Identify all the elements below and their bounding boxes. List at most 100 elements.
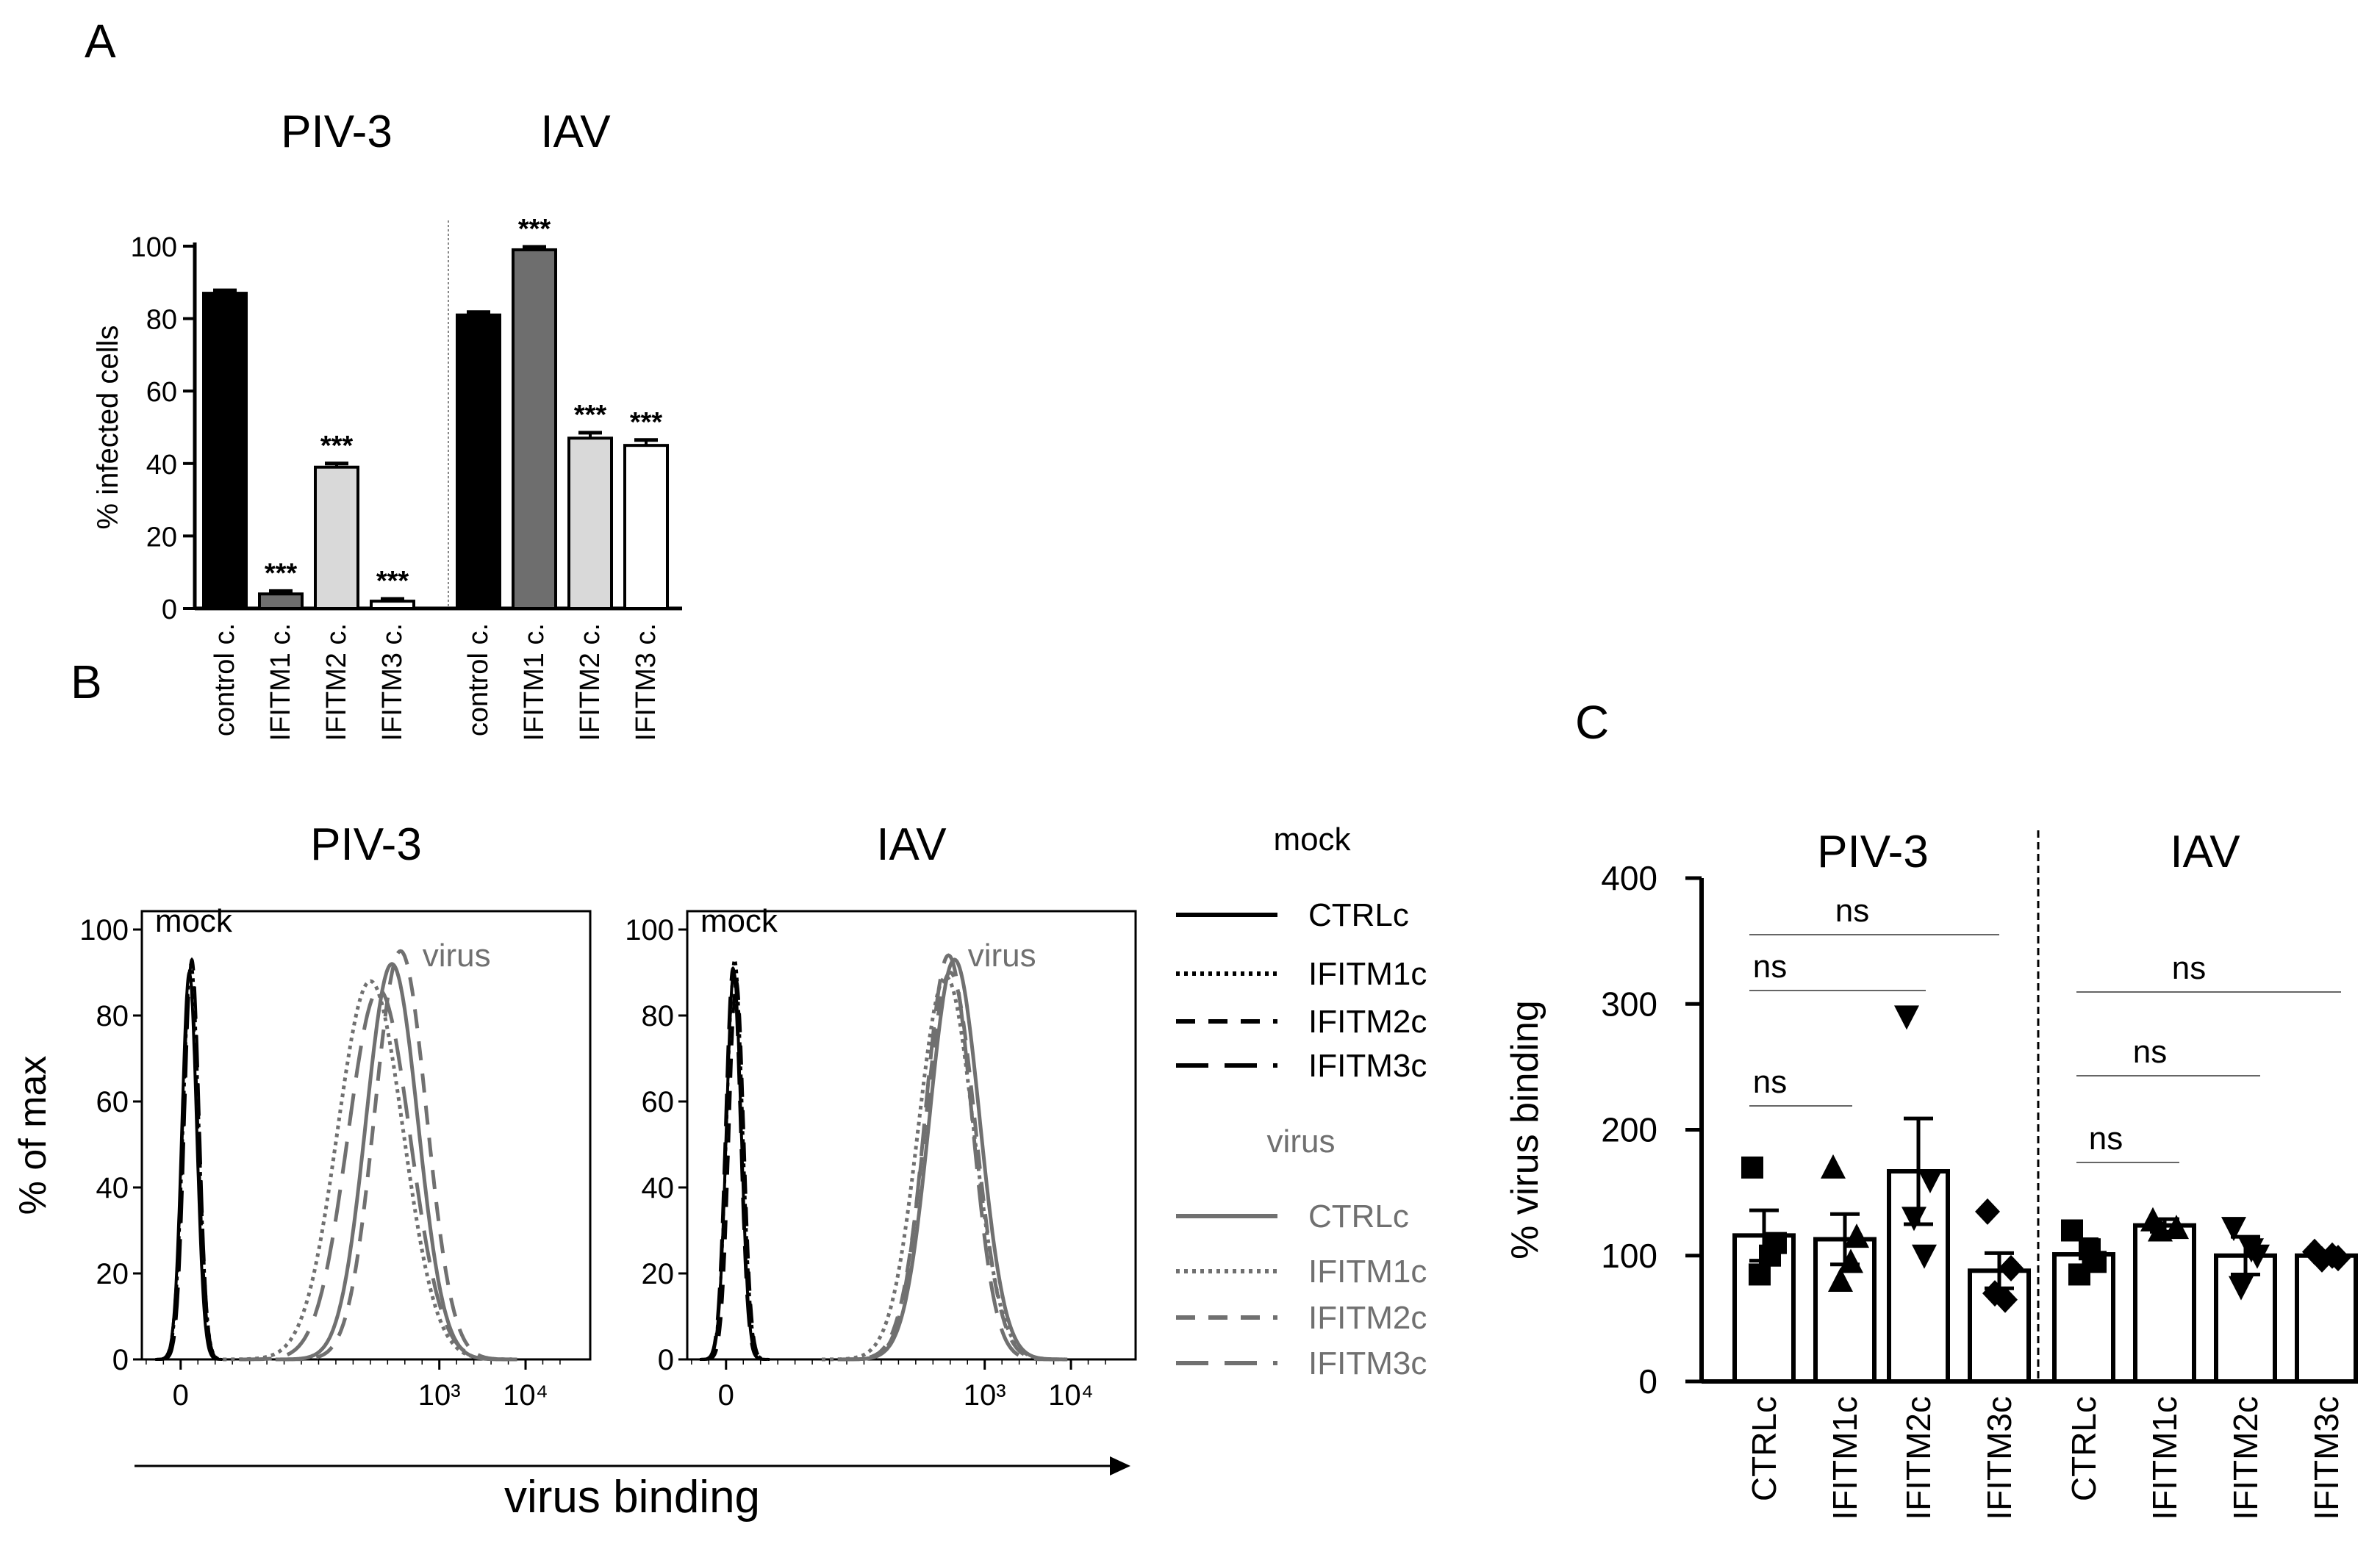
significance-a: *** [320, 431, 354, 461]
y-axis-label-c: % virus binding [1504, 1000, 1546, 1259]
histogram-curve-mock-ifitm1c [700, 957, 770, 1361]
x-tick-label-a: IFITM1 c. [265, 623, 296, 741]
data-point-triangle-down [2221, 1217, 2246, 1242]
bar-a [314, 465, 359, 610]
histogram-frame [140, 910, 592, 1361]
bar-a [512, 248, 557, 610]
legend-title-mock: mock [1273, 822, 1351, 858]
histogram-curve-virus-ctrlc [842, 957, 1067, 1362]
bar-a [258, 592, 304, 611]
y-tick-label-b: 80 [642, 1000, 675, 1032]
x-tick-label-b: 0 [718, 1379, 734, 1412]
bar-a [623, 444, 669, 611]
bar-a [456, 313, 501, 610]
x-tick-label-c: CTRLc [2065, 1396, 2103, 1501]
data-point-triangle-up [1838, 1248, 1863, 1273]
y-tick-label-a: 0 [162, 594, 177, 625]
data-point-triangle-up [2164, 1215, 2189, 1240]
x-tick-label-b: 10³ [418, 1379, 461, 1412]
x-tick-label-c: IFITM2c [2226, 1396, 2265, 1520]
mock-annotation: mock [155, 903, 233, 939]
bar-c [2133, 1223, 2196, 1384]
y-tick-label-c: 200 [1601, 1111, 1657, 1149]
x-tick-label-a: IFITM2 c. [321, 623, 352, 741]
data-point-square [1749, 1263, 1771, 1286]
x-axis-arrow-head [1110, 1456, 1130, 1475]
legend-label-virus: CTRLc [1308, 1198, 1409, 1234]
data-point-triangle-down [1912, 1244, 1937, 1269]
x-tick-label-c: IFITM3c [2307, 1396, 2345, 1520]
comparison-label: ns [1835, 893, 1869, 929]
data-point-triangle-down [1894, 1005, 1919, 1030]
histogram-curve-virus-ifitm3c [239, 988, 519, 1362]
y-tick-label-a: 80 [146, 305, 177, 336]
histogram-curve-virus-ifitm2c [837, 970, 1063, 1362]
panel-c-binding-chart: 0 100 200 300 400 % virus binding PIV-3 CTRLc IF… [1504, 827, 2358, 1520]
x-tick-label-c: CTRLc [1745, 1396, 1783, 1501]
histogram-curve-mock-ifitm2c [155, 979, 226, 1361]
significance-a: *** [630, 407, 663, 438]
y-tick-label-a: 40 [146, 450, 177, 481]
y-tick-label-a: 60 [146, 377, 177, 408]
bar-c [2295, 1253, 2358, 1384]
legend-title-virus: virus [1267, 1124, 1336, 1160]
virus-annotation: virus [423, 938, 491, 974]
data-point-square [1759, 1244, 1781, 1267]
x-tick-label-a: IFITM1 c. [519, 623, 550, 741]
bar-a [567, 436, 613, 610]
significance-a: *** [518, 214, 551, 245]
histogram-curve-mock-ctrlc [156, 970, 223, 1361]
histogram-curve-virus-ifitm3c [843, 953, 1053, 1362]
legend-label-virus: IFITM3c [1308, 1345, 1427, 1381]
x-tick-label-b: 10⁴ [1048, 1379, 1094, 1412]
x-tick-label-a: IFITM3 c. [631, 623, 662, 741]
group-title-a: PIV-3 [281, 107, 393, 157]
panel-label-b: B [71, 655, 102, 708]
virus-annotation: virus [968, 938, 1036, 974]
y-tick-label-b: 0 [112, 1344, 129, 1376]
bar-a [202, 292, 248, 610]
y-tick-label-b: 80 [96, 1000, 129, 1032]
data-point-triangle-up [1828, 1268, 1853, 1292]
data-point-triangle-up [1844, 1223, 1869, 1248]
data-point-triangle-down [2239, 1238, 2264, 1263]
comparison-label: ns [1753, 949, 1787, 985]
x-tick-label-c: IFITM1c [2146, 1396, 2184, 1520]
mock-annotation: mock [700, 903, 778, 939]
histogram-frame [686, 910, 1137, 1361]
histogram-title: PIV-3 [310, 819, 422, 870]
data-point-triangle-down [2229, 1276, 2254, 1301]
x-tick-label-b: 10³ [964, 1379, 1006, 1412]
y-axis-label-b: % of max [12, 1056, 54, 1215]
group-title-a: IAV [540, 107, 611, 157]
panel-b-histograms: PIV-3 0 20 40 60 80 100 0 10³ 10⁴ mock virus IAV 0 20 4… [12, 819, 1427, 1523]
data-point-diamond [1975, 1198, 2000, 1225]
y-tick-label-c: 300 [1601, 985, 1657, 1023]
y-tick-label-b: 40 [96, 1172, 129, 1204]
x-tick-label-a: IFITM2 c. [575, 623, 606, 741]
histogram-curve-mock-ifitm3c [159, 957, 225, 1361]
y-tick-label-b: 0 [658, 1344, 674, 1376]
y-tick-label-b: 60 [96, 1086, 129, 1118]
histogram-curve-mock-ifitm1c [156, 961, 226, 1361]
legend-label-mock: IFITM1c [1308, 956, 1427, 992]
histogram-curve-mock-ifitm3c [700, 966, 766, 1361]
histogram-title: IAV [876, 819, 947, 870]
y-tick-label-a: 20 [146, 522, 177, 553]
data-point-square [1741, 1156, 1763, 1179]
panel-label-c: C [1575, 696, 1609, 749]
comparison-label: ns [1753, 1064, 1787, 1100]
y-tick-label-a: 100 [131, 232, 177, 263]
group-title-c: IAV [2170, 827, 2240, 877]
panel-label-a: A [85, 15, 116, 68]
data-point-diamond [1993, 1286, 2018, 1313]
y-tick-label-b: 100 [625, 914, 674, 946]
y-tick-label-c: 0 [1638, 1362, 1657, 1401]
data-point-square [2061, 1219, 2083, 1242]
legend-label-mock: IFITM3c [1308, 1048, 1427, 1084]
y-tick-label-b: 20 [642, 1258, 675, 1290]
significance-a: *** [376, 566, 409, 597]
y-tick-label-b: 60 [642, 1086, 675, 1118]
x-tick-label-a: control c. [209, 623, 240, 736]
bar-a [370, 600, 415, 611]
